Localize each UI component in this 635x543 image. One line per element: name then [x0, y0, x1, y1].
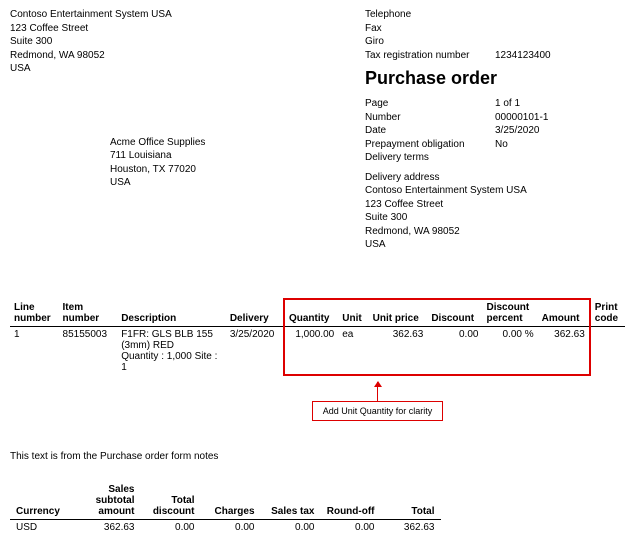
fax-label: Fax [365, 22, 495, 36]
tcol-total: Total [381, 482, 441, 520]
col-line-no: Line number [10, 299, 59, 327]
form-notes: This text is from the Purchase order for… [10, 451, 625, 462]
vendor-address: Acme Office Supplies 711 Louisiana Houst… [110, 136, 205, 190]
tcol-charges: Charges [201, 482, 261, 520]
company-country: USA [10, 62, 205, 76]
date-value: 3/25/2020 [495, 124, 625, 138]
callout-box: Add Unit Quantity for clarity [312, 401, 444, 421]
col-item-no: Item number [59, 299, 118, 327]
page-value: 1 of 1 [495, 97, 625, 111]
company-name: Contoso Entertainment System USA [10, 8, 205, 22]
vendor-addr1: 711 Louisiana [110, 149, 205, 163]
callout-arrow [377, 382, 378, 402]
company-address: Contoso Entertainment System USA 123 Cof… [10, 8, 205, 76]
col-disc-pct: Discount percent [482, 299, 537, 327]
taxreg-label: Tax registration number [365, 49, 495, 63]
vendor-country: USA [110, 176, 205, 190]
col-qty: Quantity [284, 299, 338, 327]
cell-unit-price: 362.63 [369, 326, 428, 375]
lines-table: Line number Item number Description Deli… [10, 298, 625, 376]
tcell-total-discount: 0.00 [141, 519, 201, 535]
cell-item: 85155003 [59, 326, 118, 375]
cell-line-no: 1 [10, 326, 59, 375]
prepay-value: No [495, 138, 625, 152]
tcol-currency: Currency [10, 482, 81, 520]
col-unit: Unit [338, 299, 368, 327]
deliv-name: Contoso Entertainment System USA [365, 184, 625, 198]
cell-disc-pct: 0.00 % [482, 326, 537, 375]
cell-desc2: Quantity : 1,000 Site : 1 [121, 351, 222, 373]
tcol-total-discount: Total discount [141, 482, 201, 520]
vendor-name: Acme Office Supplies [110, 136, 205, 150]
phone-label: Telephone [365, 8, 495, 22]
delivery-address-block: Delivery address Contoso Entertainment S… [365, 171, 625, 252]
col-unit-price: Unit price [369, 299, 428, 327]
company-addr1: 123 Coffee Street [10, 22, 205, 36]
delivaddr-label: Delivery address [365, 171, 625, 185]
vendor-city: Houston, TX 77020 [110, 163, 205, 177]
tcell-sales-tax: 0.00 [261, 519, 321, 535]
tcell-charges: 0.00 [201, 519, 261, 535]
tcol-round-off: Round-off [321, 482, 381, 520]
col-discount: Discount [427, 299, 482, 327]
giro-label: Giro [365, 35, 495, 49]
doc-title: Purchase order [365, 68, 625, 89]
totals-row: USD 362.63 0.00 0.00 0.00 0.00 362.63 [10, 519, 441, 535]
order-meta: Page1 of 1 Number00000101-1 Date3/25/202… [365, 97, 625, 165]
cell-discount: 0.00 [427, 326, 482, 375]
company-addr2: Suite 300 [10, 35, 205, 49]
table-row: 1 85155003 F1FR: GLS BLB 155 (3mm) RED Q… [10, 326, 625, 375]
totals-table: Currency Sales subtotal amount Total dis… [10, 482, 441, 535]
taxreg-value: 1234123400 [495, 49, 625, 63]
deliv-country: USA [365, 238, 625, 252]
deliv-addr1: 123 Coffee Street [365, 198, 625, 212]
tcell-currency: USD [10, 519, 81, 535]
tcell-round-off: 0.00 [321, 519, 381, 535]
tcol-subtotal: Sales subtotal amount [81, 482, 141, 520]
terms-label: Delivery terms [365, 151, 495, 165]
cell-amount: 362.63 [538, 326, 590, 375]
cell-desc1: F1FR: GLS BLB 155 (3mm) RED [121, 329, 222, 351]
tcell-total: 362.63 [381, 519, 441, 535]
col-delivery: Delivery [226, 299, 284, 327]
number-label: Number [365, 111, 495, 125]
page-label: Page [365, 97, 495, 111]
tcol-sales-tax: Sales tax [261, 482, 321, 520]
col-amount: Amount [538, 299, 590, 327]
tcell-subtotal: 362.63 [81, 519, 141, 535]
cell-delivery: 3/25/2020 [226, 326, 284, 375]
date-label: Date [365, 124, 495, 138]
prepay-label: Prepayment obligation [365, 138, 495, 152]
contact-info: Telephone Fax Giro Tax registration numb… [365, 8, 625, 62]
cell-desc: F1FR: GLS BLB 155 (3mm) RED Quantity : 1… [117, 326, 226, 375]
cell-qty: 1,000.00 [284, 326, 338, 375]
col-desc: Description [117, 299, 226, 327]
number-value: 00000101-1 [495, 111, 625, 125]
deliv-addr2: Suite 300 [365, 211, 625, 225]
deliv-city: Redmond, WA 98052 [365, 225, 625, 239]
col-print-code: Print code [590, 299, 625, 327]
cell-unit: ea [338, 326, 368, 375]
company-city: Redmond, WA 98052 [10, 49, 205, 63]
